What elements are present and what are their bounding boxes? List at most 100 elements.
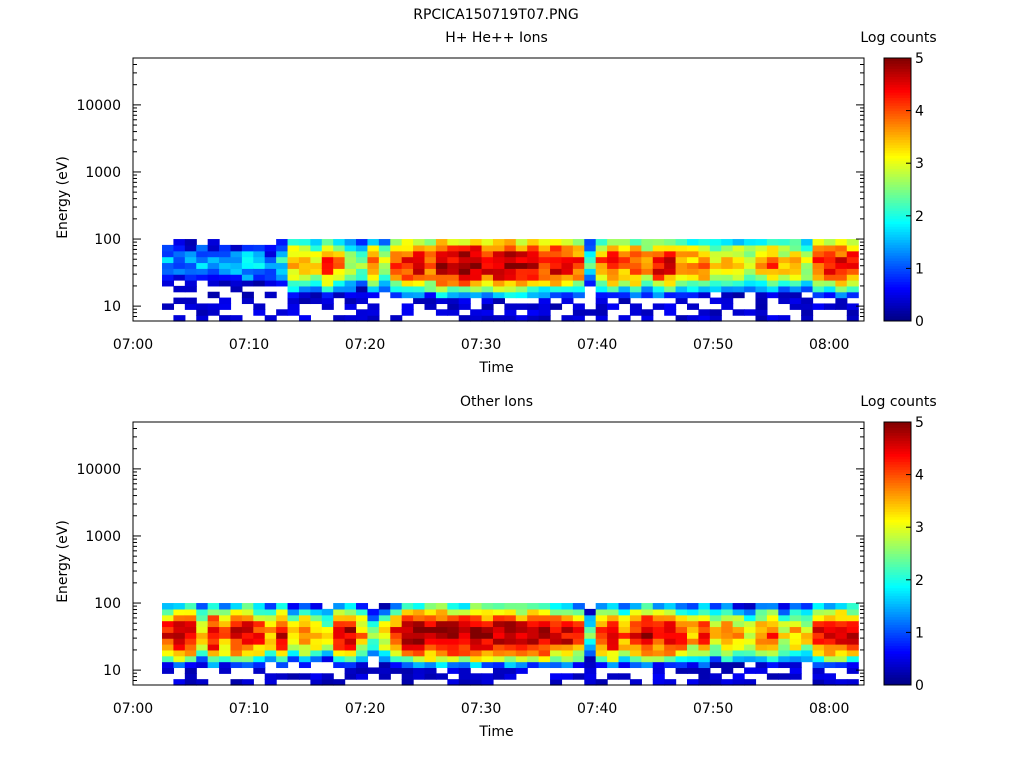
- heatmap-cell: [470, 626, 483, 633]
- heatmap-cell: [356, 285, 369, 293]
- heatmap-cell: [401, 256, 414, 264]
- heatmap-cell: [298, 673, 311, 680]
- heatmap-cell: [230, 638, 243, 645]
- heatmap-cell: [173, 626, 186, 633]
- heatmap-cell: [173, 649, 186, 657]
- heatmap-cell: [675, 655, 688, 663]
- heatmap-cell: [846, 614, 859, 622]
- heatmap-cell: [846, 620, 859, 628]
- heatmap-cell: [561, 661, 574, 669]
- heatmap-cell: [812, 620, 825, 628]
- heatmap-cell: [538, 291, 551, 299]
- heatmap-cell: [652, 239, 665, 246]
- colorbar-segment: [884, 215, 911, 219]
- heatmap-cell: [207, 268, 220, 275]
- heatmap-cell: [435, 603, 448, 610]
- heatmap-cell: [264, 291, 277, 299]
- heatmap-cell: [675, 274, 688, 281]
- heatmap-cell: [607, 239, 620, 246]
- colorbar-segment: [884, 202, 911, 206]
- heatmap-cell: [470, 614, 483, 622]
- x-tick-label: 07:10: [229, 337, 269, 353]
- heatmap-cell: [801, 644, 814, 651]
- heatmap-cell: [709, 285, 722, 293]
- heatmap-cell: [664, 262, 677, 269]
- colorbar-frame: [883, 421, 912, 686]
- heatmap-cell: [709, 655, 722, 663]
- heatmap-cell: [664, 285, 677, 293]
- heatmap-cell: [835, 285, 848, 293]
- heatmap-cell: [778, 268, 791, 275]
- heatmap-cell: [629, 303, 642, 310]
- heatmap-cell: [287, 626, 300, 633]
- heatmap-cell: [173, 315, 186, 322]
- colorbar-segment: [884, 315, 911, 319]
- heatmap-cell: [550, 285, 563, 293]
- heatmap-cell: [333, 274, 346, 281]
- colorbar-segment: [884, 263, 911, 267]
- heatmap-cell: [504, 256, 517, 264]
- heatmap-cell: [835, 620, 848, 628]
- heatmap-cell: [470, 262, 483, 269]
- heatmap-cell: [766, 250, 779, 258]
- y-tick-label: 100: [94, 232, 121, 248]
- heatmap-cell: [607, 673, 620, 680]
- heatmap-cell: [173, 244, 186, 252]
- heatmap-cell: [652, 638, 665, 645]
- heatmap-cell: [801, 655, 814, 663]
- heatmap-cell: [413, 262, 426, 269]
- heatmap-cell: [356, 632, 369, 639]
- heatmap-cell: [219, 262, 232, 269]
- colorbar-segment: [884, 440, 911, 444]
- heatmap-cell: [607, 274, 620, 281]
- heatmap-cell: [173, 256, 186, 264]
- colorbar-segment: [884, 674, 911, 678]
- heatmap-cell: [196, 603, 209, 610]
- heatmap-cell: [687, 303, 700, 310]
- heatmap-cell: [435, 608, 448, 616]
- heatmap-cell: [698, 673, 711, 680]
- heatmap-cell: [390, 667, 403, 674]
- heatmap-cell: [207, 620, 220, 628]
- colorbar-segment: [884, 113, 911, 117]
- heatmap-cell: [698, 244, 711, 252]
- heatmap-cell: [744, 268, 757, 275]
- heatmap-cell: [310, 673, 323, 680]
- heatmap-cell: [241, 274, 254, 281]
- heatmap-cell: [344, 603, 357, 610]
- heatmap-cell: [744, 667, 757, 674]
- heatmap-cell: [755, 274, 768, 281]
- heatmap-cell: [424, 603, 437, 610]
- heatmap-cell: [504, 274, 517, 281]
- colorbar-segment: [884, 458, 911, 462]
- heatmap-cell: [458, 655, 471, 663]
- heatmap-cell: [207, 626, 220, 633]
- heatmap-cell: [801, 620, 814, 628]
- colorbar-segment: [884, 537, 911, 541]
- colorbar-segment: [884, 642, 911, 647]
- heatmap-cell: [538, 250, 551, 258]
- heatmap-cell: [413, 250, 426, 258]
- heatmap-cell: [298, 297, 311, 305]
- heatmap-cell: [310, 250, 323, 258]
- heatmap-cell: [481, 262, 494, 269]
- heatmap-cell: [732, 256, 745, 264]
- heatmap-cell: [390, 256, 403, 264]
- heatmap-cell: [629, 620, 642, 628]
- heatmap-cell: [778, 620, 791, 628]
- heatmap-cell: [298, 632, 311, 639]
- heatmap-cell: [367, 632, 380, 639]
- heatmap-cell: [458, 661, 471, 669]
- heatmap-cell: [550, 644, 563, 651]
- heatmap-cell: [219, 667, 232, 674]
- heatmap-cell: [801, 297, 814, 305]
- heatmap-cell: [618, 614, 631, 622]
- heatmap-cell: [401, 638, 414, 645]
- heatmap-cell: [766, 644, 779, 651]
- heatmap-cell: [835, 608, 848, 616]
- heatmap-cell: [173, 239, 186, 246]
- heatmap-cell: [184, 632, 197, 639]
- heatmap-cell: [595, 291, 608, 299]
- colorbar-segment: [884, 192, 911, 196]
- heatmap-cell: [766, 614, 779, 622]
